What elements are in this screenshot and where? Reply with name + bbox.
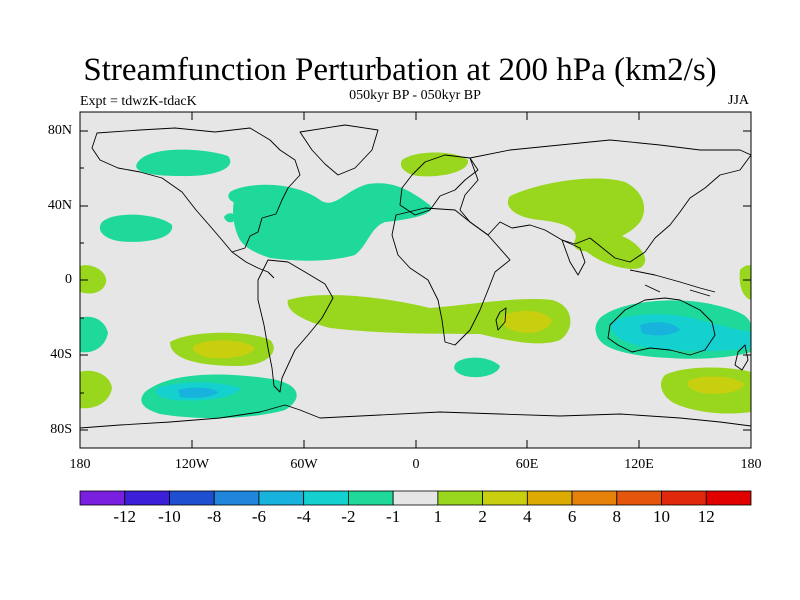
colorbar-swatch bbox=[482, 490, 528, 506]
colorbar-label: 6 bbox=[567, 507, 577, 526]
colorbar-label: 2 bbox=[478, 507, 487, 526]
contour-pos-india bbox=[580, 230, 646, 269]
contour-neg-canada bbox=[228, 185, 310, 210]
colorbar-label: -2 bbox=[341, 507, 356, 526]
lon-tick-label: 120W bbox=[174, 457, 210, 472]
contour-neg-pacific-small bbox=[99, 214, 173, 242]
contour-pos-east-edge bbox=[739, 265, 751, 300]
lon-tick-label: 60E bbox=[515, 457, 539, 472]
contour-neg-southwest-pacific bbox=[80, 316, 108, 353]
colorbar-label: -12 bbox=[113, 507, 137, 526]
colorbar-label: -4 bbox=[296, 507, 311, 526]
contour-pos4-east-pacific bbox=[193, 340, 255, 359]
contour-fills bbox=[80, 149, 751, 419]
contour-neg4-southeast-pacific bbox=[178, 387, 218, 398]
colorbar-swatch bbox=[124, 490, 170, 506]
coast-antarctica bbox=[80, 404, 751, 429]
contour-pos4-indian-ocean bbox=[502, 310, 552, 333]
colorbar-swatch bbox=[213, 490, 260, 506]
coast-maritime bbox=[629, 269, 716, 297]
lon-tick-label: 180 bbox=[740, 457, 762, 472]
colorbar-swatch bbox=[437, 490, 484, 506]
colorbar-swatch bbox=[392, 490, 439, 506]
contour-pos-southwest-pacific-small bbox=[80, 370, 112, 409]
colorbar-swatch bbox=[661, 490, 707, 506]
coast-madagascar bbox=[495, 307, 507, 331]
colorbar-swatch bbox=[169, 490, 215, 506]
colorbar-swatch bbox=[571, 490, 618, 506]
plot-title: Streamfunction Perturbation at 200 hPa (… bbox=[83, 52, 717, 88]
coast-australia bbox=[607, 297, 716, 356]
season-label: JJA bbox=[728, 93, 750, 108]
colorbar-swatch bbox=[303, 490, 349, 506]
lat-tick-label: 80S bbox=[50, 422, 72, 437]
colorbar-label: 1 bbox=[433, 507, 443, 526]
coastlines bbox=[80, 124, 751, 429]
lat-tick-label: 80N bbox=[47, 123, 72, 138]
colorbar-swatch bbox=[705, 490, 752, 506]
colorbar-label: 4 bbox=[523, 507, 532, 526]
lon-tick-label: 0 bbox=[412, 457, 420, 472]
colorbar-swatch bbox=[526, 490, 573, 506]
colorbar-swatch bbox=[347, 490, 394, 506]
lat-tick-label: 40N bbox=[47, 198, 72, 213]
coast-india bbox=[561, 239, 586, 276]
colorbar-label: 8 bbox=[612, 507, 622, 526]
contour-neg-north-pacific bbox=[136, 149, 231, 177]
coast-new-zealand bbox=[734, 344, 749, 371]
lon-tick-label: 180 bbox=[69, 457, 91, 472]
coast-north-america bbox=[91, 127, 301, 253]
colorbar-swatch bbox=[616, 490, 662, 506]
contour-neg4-australia bbox=[640, 322, 680, 336]
period-label: 050kyr BP - 050kyr BP bbox=[349, 88, 481, 103]
contour-pos-scandinavia bbox=[400, 152, 469, 177]
coast-greenland bbox=[299, 124, 379, 176]
contour-neg-tiny bbox=[224, 213, 236, 223]
contour-pos4-south-pacific bbox=[687, 376, 745, 394]
tick-marks bbox=[80, 112, 751, 448]
colorbar bbox=[79, 490, 752, 506]
coast-south-america bbox=[257, 259, 334, 393]
lon-tick-label: 60W bbox=[290, 457, 318, 472]
contour-pos-south-atlantic-band bbox=[287, 294, 571, 344]
colorbar-swatch bbox=[258, 490, 305, 506]
experiment-label: Expt = tdwzK-tdacK bbox=[80, 94, 197, 109]
colorbar-label: -10 bbox=[158, 507, 181, 526]
colorbar-label: -1 bbox=[386, 507, 401, 526]
contour-pos-west-pacific-small bbox=[80, 265, 107, 294]
colorbar-swatch bbox=[79, 490, 126, 506]
colorbar-label: -6 bbox=[251, 507, 266, 526]
contour-neg-south-atlantic bbox=[454, 357, 500, 378]
coast-central-america bbox=[231, 251, 275, 279]
coast-europe bbox=[399, 154, 479, 216]
lon-tick-label: 120E bbox=[624, 457, 654, 472]
lat-tick-label: 0 bbox=[65, 272, 72, 287]
colorbar-label: 12 bbox=[697, 507, 715, 526]
colorbar-label: -8 bbox=[207, 507, 222, 526]
coast-asia bbox=[459, 139, 751, 263]
lat-tick-label: 40S bbox=[50, 347, 72, 362]
colorbar-label: 10 bbox=[653, 507, 671, 526]
